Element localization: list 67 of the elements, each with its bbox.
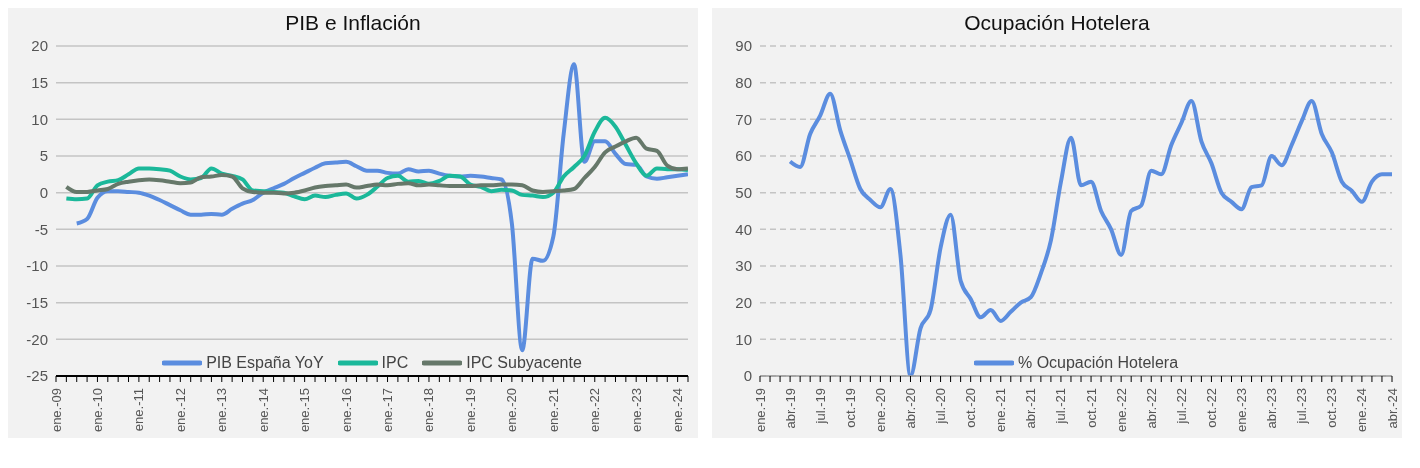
line-series (788, 91, 1392, 376)
x-tick-label: ene.-20 (872, 388, 888, 433)
chart-title: Ocupación Hotelera (963, 10, 1151, 36)
x-tick-label: jul.-19 (812, 388, 828, 425)
x-tick-label: abr.-24 (1384, 388, 1400, 429)
x-tick-label: ene.-22 (587, 388, 603, 433)
y-tick-label: 30 (735, 257, 752, 275)
line-series (74, 62, 688, 353)
chart-title: PIB e Inflación (284, 10, 422, 36)
legend-label: % Ocupación Hotelera (1017, 354, 1179, 372)
x-tick-label: oct.-22 (1203, 388, 1219, 428)
y-tick-label: 0 (743, 367, 752, 385)
x-tick-label: abr.-21 (1023, 388, 1039, 429)
x-tick-label: ene.-24 (670, 388, 686, 433)
x-tick-label: ene.-23 (1234, 388, 1250, 433)
x-tick-label: ene.-13 (214, 388, 230, 433)
y-tick-label: -5 (34, 220, 48, 238)
x-tick-label: ene.-14 (255, 388, 271, 433)
legend-label: PIB España YoY (206, 354, 324, 372)
x-tick-label: abr.-22 (1143, 388, 1159, 429)
y-tick-label: 20 (735, 293, 752, 311)
legend-label: IPC (381, 354, 409, 372)
x-tick-label: oct.-23 (1324, 388, 1340, 428)
y-tick-label: 70 (735, 110, 752, 128)
y-tick-label: 50 (735, 183, 752, 201)
y-tick-label: -20 (26, 330, 48, 348)
y-tick-label: 90 (735, 37, 752, 55)
y-tick-label: 40 (735, 220, 752, 238)
x-tick-label: ene.-22 (1113, 388, 1129, 433)
x-tick-label: ene.-21 (545, 388, 561, 433)
x-tick-label: jul.-22 (1173, 388, 1189, 425)
y-tick-label: 60 (735, 147, 752, 165)
x-tick-label: ene.-23 (628, 388, 644, 433)
x-tick-label: jul.-20 (933, 388, 949, 425)
x-tick-label: oct.-19 (842, 388, 858, 428)
y-tick-label: 10 (735, 330, 752, 348)
y-tick-label: 10 (31, 110, 48, 128)
x-tick-label: ene.-09 (48, 388, 64, 433)
x-tick-label: ene.-20 (504, 388, 520, 433)
x-tick-label: abr.-19 (782, 388, 798, 429)
y-tick-label: 5 (39, 147, 48, 165)
y-tick-label: -15 (26, 293, 48, 311)
y-tick-label: 20 (31, 37, 48, 55)
x-tick-label: ene.-19 (462, 388, 478, 433)
x-tick-label: ene.-18 (421, 388, 437, 433)
y-tick-label: 15 (31, 73, 48, 91)
x-tick-label: ene.-10 (89, 388, 105, 433)
y-tick-label: -25 (26, 367, 48, 385)
x-tick-label: ene.-19 (752, 388, 768, 433)
x-tick-label: jul.-23 (1294, 388, 1310, 425)
line-series (64, 135, 688, 196)
x-tick-label: ene.-17 (380, 388, 396, 433)
y-tick-label: 0 (39, 183, 48, 201)
x-tick-label: ene.-12 (172, 388, 188, 433)
x-tick-label: jul.-21 (1053, 388, 1069, 425)
x-tick-label: ene.-16 (338, 388, 354, 433)
y-tick-label: -10 (26, 257, 48, 275)
x-tick-label: ene.-15 (297, 388, 313, 433)
x-tick-label: ene.-11 (131, 388, 147, 432)
x-tick-label: oct.-20 (963, 388, 979, 428)
x-tick-label: ene.-21 (993, 388, 1009, 433)
x-tick-label: abr.-23 (1264, 388, 1280, 429)
x-tick-label: oct.-21 (1083, 388, 1099, 428)
legend-label: IPC Subyacente (466, 354, 582, 372)
x-tick-label: ene.-24 (1354, 388, 1370, 433)
x-tick-label: abr.-20 (902, 388, 918, 429)
y-tick-label: 80 (735, 73, 752, 91)
